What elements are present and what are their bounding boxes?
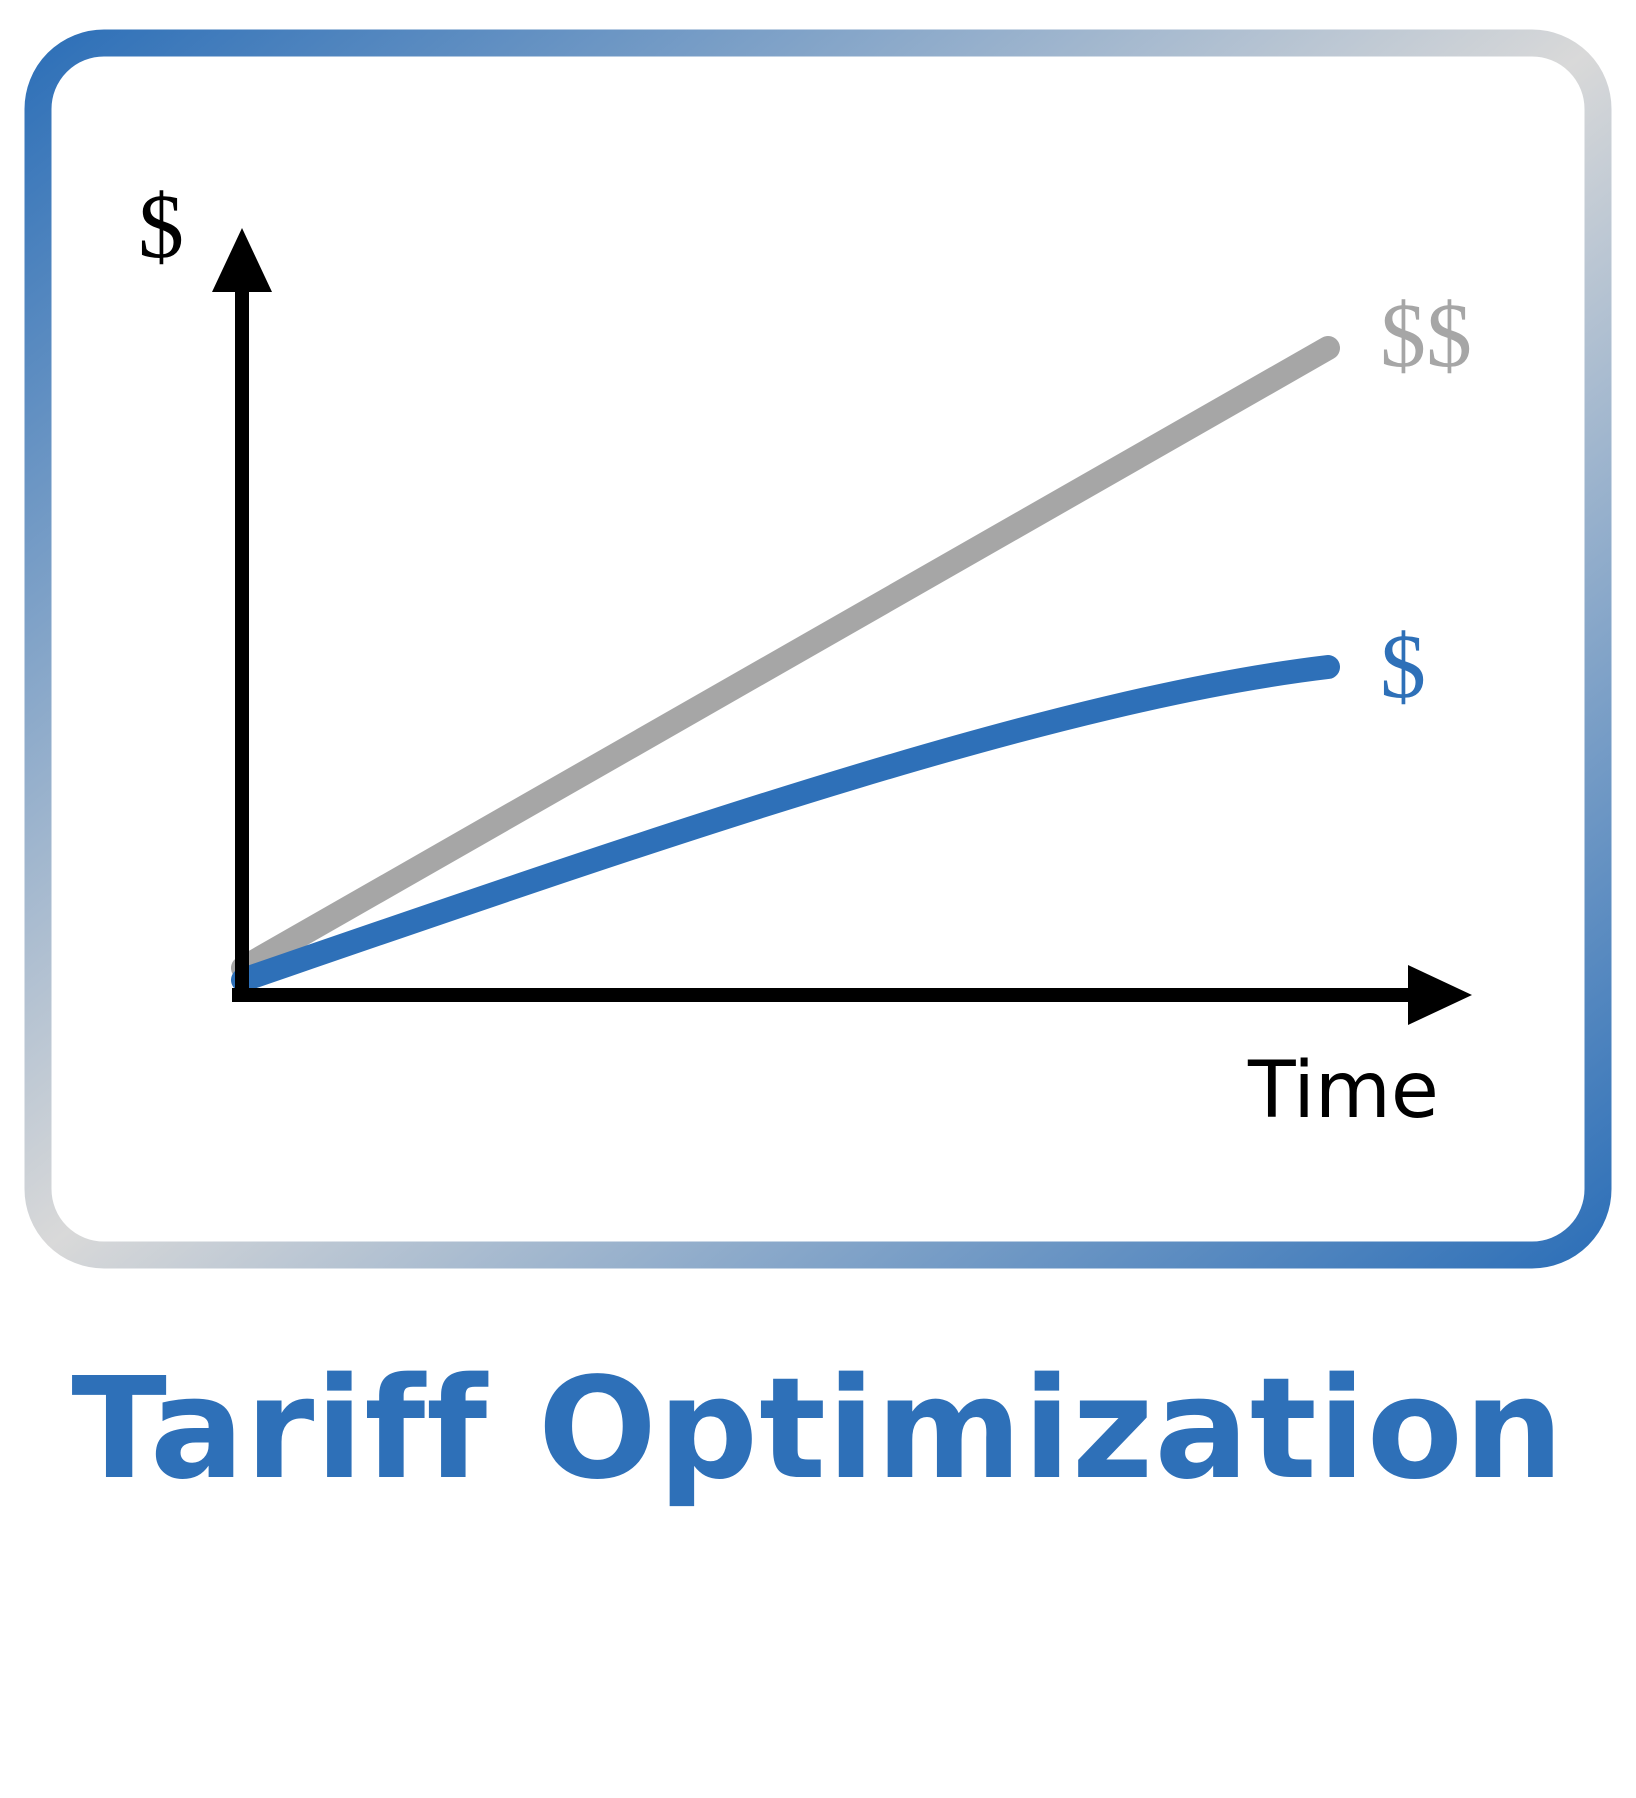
x-axis-arrowhead	[1408, 965, 1472, 1025]
series-label-low: $	[1380, 615, 1426, 717]
y-axis-arrowhead	[212, 228, 272, 292]
page-title: Tariff Optimization	[71, 1348, 1565, 1511]
x-axis-label: Time	[1247, 1046, 1439, 1136]
y-axis-label: $	[138, 175, 184, 277]
series-line-low	[231, 655, 1340, 992]
series-line-high	[231, 336, 1340, 980]
series-label-high: $$	[1380, 284, 1472, 386]
